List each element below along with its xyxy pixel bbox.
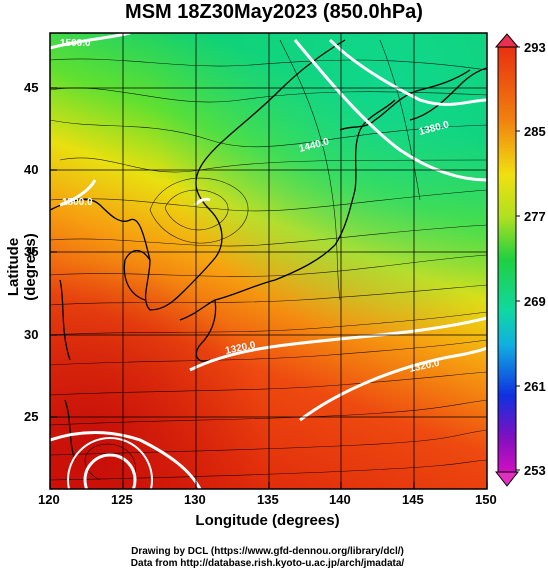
y-tick: 40 — [24, 162, 39, 177]
chart-title: MSM 18Z30May2023 (850.0hPa) — [125, 1, 423, 23]
x-tick: 135 — [257, 492, 279, 507]
contour-label: 1500.0 — [60, 38, 91, 49]
y-tick: 30 — [24, 327, 39, 342]
x-tick: 145 — [402, 492, 424, 507]
x-tick: 130 — [184, 492, 206, 507]
y-tick: 25 — [24, 409, 39, 424]
y-tick: 45 — [24, 80, 39, 95]
colorbar-tick: 293 — [524, 40, 546, 55]
colorbar-tick: 261 — [524, 379, 546, 394]
footer-data-source: Data from http://database.rish.kyoto-u.a… — [130, 558, 405, 569]
grid-lines — [50, 33, 487, 489]
x-tick: 150 — [475, 492, 497, 507]
x-tick: 120 — [38, 492, 60, 507]
y-tick: 35 — [24, 244, 39, 259]
colorbar-tick: 277 — [524, 209, 546, 224]
x-axis-label: Longitude (degrees) — [195, 512, 340, 529]
contour-label: 1500.0 — [62, 197, 93, 208]
colorbar-tick: 253 — [524, 463, 546, 478]
y-axis-label: Latitude (degrees) — [5, 233, 39, 301]
colorbar-tick: 269 — [524, 294, 546, 309]
colorbar-tick: 285 — [524, 124, 546, 139]
footer-credit: Drawing by DCL (https://www.gfd-dennou.o… — [131, 546, 404, 557]
x-tick: 140 — [329, 492, 351, 507]
colorbar — [494, 33, 520, 487]
temperature-field: 1500.0 1440.0 1380.0 1320.0 1320.0 1500.… — [50, 33, 487, 489]
axis-ticks — [49, 87, 488, 489]
x-tick: 125 — [111, 492, 133, 507]
coastlines — [50, 39, 487, 461]
